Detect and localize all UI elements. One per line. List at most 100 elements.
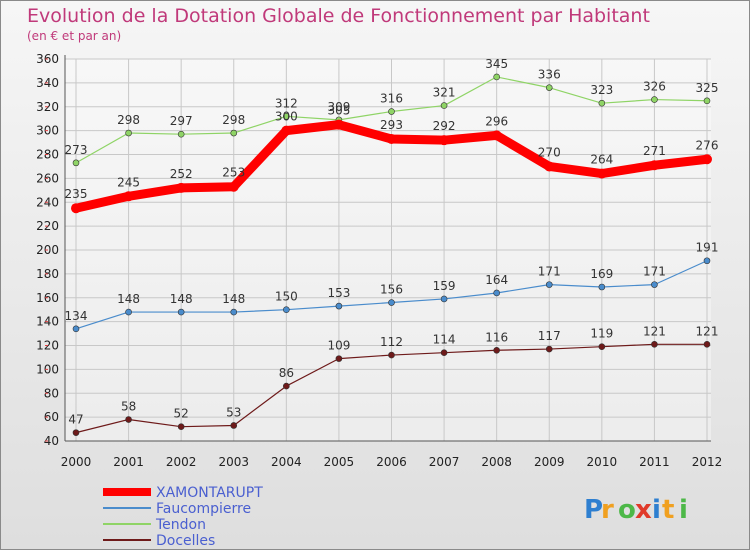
data-label: 114 <box>433 333 456 347</box>
data-label: 305 <box>327 104 350 118</box>
data-label: 153 <box>327 286 350 300</box>
x-tick-label: 2009 <box>534 455 565 469</box>
data-point <box>545 345 553 353</box>
data-label: 119 <box>590 327 613 341</box>
data-point <box>125 416 132 423</box>
data-point <box>386 133 397 144</box>
data-label: 164 <box>485 273 508 287</box>
data-label: 121 <box>643 324 666 338</box>
logo-letter: o <box>618 495 636 525</box>
y-tick-label: 80 <box>44 386 59 400</box>
data-label: 325 <box>696 81 719 95</box>
data-label: 326 <box>643 80 666 94</box>
data-point <box>177 423 185 430</box>
data-label: 117 <box>538 329 561 343</box>
chart-subtitle: (en € et par an) <box>27 29 121 43</box>
data-label: 58 <box>121 400 136 414</box>
data-label: 297 <box>170 114 193 128</box>
data-point <box>545 84 553 91</box>
data-label: 47 <box>68 413 83 427</box>
data-point <box>703 257 711 265</box>
y-tick-label: 60 <box>44 410 59 424</box>
data-point <box>123 191 134 202</box>
data-label: 276 <box>696 138 719 152</box>
x-tick-label: 2000 <box>61 455 92 469</box>
data-point <box>125 129 132 137</box>
data-point <box>283 306 290 313</box>
x-tick-label: 2001 <box>113 455 144 469</box>
data-label: 345 <box>485 57 508 71</box>
legend-label: Faucompierre <box>156 501 251 517</box>
data-label: 309 <box>327 100 350 114</box>
data-point <box>72 325 80 333</box>
data-point <box>491 130 502 141</box>
data-label: 312 <box>275 96 298 110</box>
data-point <box>283 382 290 390</box>
data-label: 321 <box>433 86 456 100</box>
data-point <box>72 159 80 167</box>
logo-letter: P <box>584 495 603 525</box>
data-label: 134 <box>65 309 88 323</box>
data-point <box>388 108 395 115</box>
data-point <box>230 308 238 316</box>
data-label: 121 <box>696 324 719 338</box>
data-point <box>281 125 292 136</box>
logo-letter: t <box>662 495 674 525</box>
series <box>71 73 712 436</box>
data-point <box>649 160 660 171</box>
data-label: 336 <box>538 68 561 82</box>
logo-letter: r <box>601 495 614 525</box>
data-point <box>177 130 185 138</box>
data-label: 245 <box>117 175 140 189</box>
data-point <box>333 119 344 130</box>
x-tick-label: 2011 <box>639 455 670 469</box>
data-point <box>702 154 712 165</box>
x-tick-label: 2007 <box>429 455 460 469</box>
data-label: 169 <box>590 267 613 281</box>
data-label: 252 <box>170 167 193 181</box>
legend-label: XAMONTARUPT <box>156 485 263 501</box>
data-label: 323 <box>590 83 613 97</box>
data-point <box>544 161 555 172</box>
data-point <box>125 308 132 316</box>
data-label: 270 <box>538 145 561 159</box>
data-point <box>230 129 238 137</box>
data-point <box>335 355 343 362</box>
data-label: 300 <box>275 110 298 124</box>
data-point <box>545 281 553 288</box>
data-label: 292 <box>433 119 456 133</box>
x-tick-label: 2008 <box>481 455 512 469</box>
data-label: 235 <box>65 187 88 201</box>
logo-letter: x <box>635 495 652 525</box>
data-point <box>651 96 658 103</box>
data-point <box>598 343 606 350</box>
data-point <box>596 168 607 179</box>
logo-letter: i <box>679 495 688 525</box>
data-point <box>440 349 448 356</box>
data-label: 112 <box>380 335 403 349</box>
data-label: 298 <box>222 113 245 127</box>
data-point <box>703 97 711 105</box>
data-point <box>71 203 81 214</box>
data-label: 253 <box>222 166 245 180</box>
x-tick-label: 2012 <box>692 455 723 469</box>
x-tick-label: 2003 <box>218 455 249 469</box>
data-point <box>230 422 238 429</box>
data-point <box>176 182 187 193</box>
data-label: 148 <box>222 292 245 306</box>
x-tick-label: 2010 <box>587 455 618 469</box>
data-label: 156 <box>380 283 403 297</box>
data-point <box>651 281 658 288</box>
data-point <box>493 73 500 81</box>
data-label: 271 <box>643 144 666 158</box>
data-label: 116 <box>485 330 508 344</box>
x-tick-label: 2006 <box>376 455 407 469</box>
data-point <box>388 299 395 306</box>
data-labels: 235 245 252 253 300 305 293 292 296 270 264 271 276 1… <box>65 57 719 427</box>
data-label: 273 <box>65 143 88 157</box>
data-label: 109 <box>327 339 350 353</box>
y-tick-label: 40 <box>44 434 59 448</box>
